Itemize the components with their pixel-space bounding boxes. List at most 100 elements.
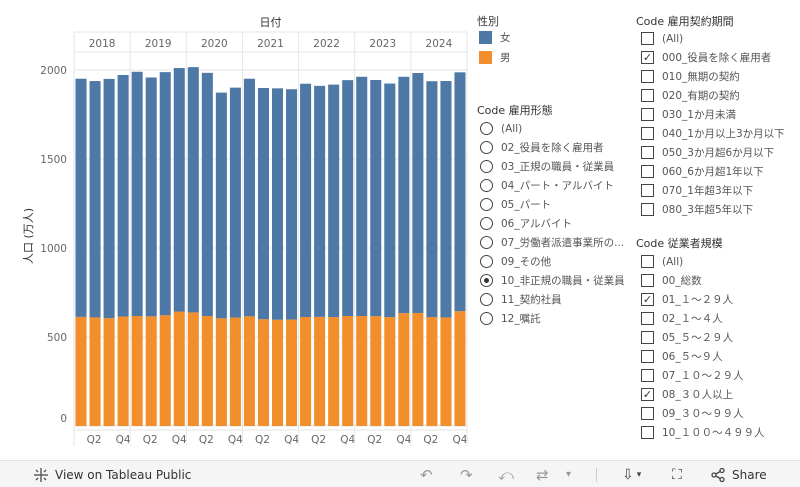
bar-male[interactable] bbox=[440, 317, 452, 426]
gender-legend-item[interactable]: 男 bbox=[479, 48, 511, 67]
size-filter-option[interactable]: ✓ 01_１～２９人 bbox=[641, 290, 733, 309]
size-filter-option[interactable]: 10_１００～４９９人 bbox=[641, 423, 765, 442]
size-filter-option[interactable]: 06_５～９人 bbox=[641, 347, 723, 366]
bar-female[interactable] bbox=[286, 89, 298, 320]
refresh-icon[interactable]: ⇄ bbox=[536, 465, 549, 484]
bar-female[interactable] bbox=[89, 81, 101, 318]
download-icon[interactable]: ⇩ ▾ bbox=[622, 466, 642, 483]
size-filter-option[interactable]: ✓ 08_３０人以上 bbox=[641, 385, 733, 404]
bar-male[interactable] bbox=[272, 319, 284, 426]
bar-female[interactable] bbox=[370, 79, 382, 317]
employment-filter-option[interactable]: 05_パート bbox=[480, 195, 551, 214]
view-on-tableau-public-link[interactable]: View on Tableau Public bbox=[33, 461, 191, 487]
bar-female[interactable] bbox=[356, 76, 368, 316]
checkbox[interactable] bbox=[641, 426, 654, 439]
bar-male[interactable] bbox=[342, 315, 354, 426]
bar-male[interactable] bbox=[328, 317, 340, 426]
bar-female[interactable] bbox=[440, 81, 452, 318]
bar-male[interactable] bbox=[229, 317, 241, 426]
bar-male[interactable] bbox=[145, 316, 157, 426]
checkbox[interactable] bbox=[641, 146, 654, 159]
bar-female[interactable] bbox=[412, 73, 424, 313]
checkbox[interactable] bbox=[641, 127, 654, 140]
bar-male[interactable] bbox=[412, 312, 424, 426]
checkbox[interactable] bbox=[641, 89, 654, 102]
radio-button[interactable] bbox=[480, 255, 493, 268]
bar-male[interactable] bbox=[398, 313, 410, 426]
radio-button[interactable] bbox=[480, 293, 493, 306]
bar-male[interactable] bbox=[89, 317, 101, 426]
employment-filter-option[interactable]: 10_非正規の職員・従業員 bbox=[480, 271, 625, 290]
bar-female[interactable] bbox=[384, 83, 396, 318]
size-filter-list[interactable]: (All) 00_総数 ✓ 01_１～２９人 02_１～４人 05_５～２９人 06_５～９… bbox=[636, 252, 796, 448]
checkbox[interactable] bbox=[641, 369, 654, 382]
bar-female[interactable] bbox=[117, 74, 129, 317]
bar-male[interactable] bbox=[454, 311, 466, 426]
bar-female[interactable] bbox=[75, 78, 87, 317]
contract-filter-option[interactable]: 070_1年超3年以下 bbox=[641, 181, 753, 200]
checkbox[interactable]: ✓ bbox=[641, 51, 654, 64]
revert-icon[interactable]: ⤺ bbox=[498, 465, 515, 484]
radio-button[interactable] bbox=[480, 312, 493, 325]
checkbox[interactable] bbox=[641, 255, 654, 268]
size-filter-option[interactable]: 05_５～２９人 bbox=[641, 328, 733, 347]
bar-female[interactable] bbox=[398, 76, 410, 314]
bar-female[interactable] bbox=[328, 84, 340, 318]
refresh-dropdown-icon[interactable]: ▾ bbox=[566, 469, 572, 480]
bar-female[interactable] bbox=[187, 67, 199, 313]
bar-female[interactable] bbox=[314, 85, 326, 317]
bar-male[interactable] bbox=[300, 317, 312, 426]
bar-female[interactable] bbox=[257, 87, 269, 320]
size-filter-option[interactable]: (All) bbox=[641, 252, 683, 271]
checkbox[interactable] bbox=[641, 32, 654, 45]
employment-filter-option[interactable]: 04_パート・アルバイト bbox=[480, 176, 614, 195]
contract-filter-option[interactable]: 080_3年超5年以下 bbox=[641, 200, 753, 219]
bar-female[interactable] bbox=[272, 88, 284, 320]
checkbox[interactable] bbox=[641, 350, 654, 363]
size-filter-option[interactable]: 09_３０～９９人 bbox=[641, 404, 744, 423]
contract-filter-option[interactable]: 040_1か月以上3か月以下 bbox=[641, 124, 785, 143]
size-filter-option[interactable]: 07_１０～２９人 bbox=[641, 366, 744, 385]
bar-female[interactable] bbox=[145, 77, 157, 317]
bar-male[interactable] bbox=[201, 315, 213, 426]
employment-filter-option[interactable]: 09_その他 bbox=[480, 252, 551, 271]
bar-female[interactable] bbox=[103, 78, 115, 319]
checkbox[interactable]: ✓ bbox=[641, 388, 654, 401]
size-filter-option[interactable]: 02_１～４人 bbox=[641, 309, 723, 328]
share-button[interactable]: Share bbox=[710, 461, 767, 487]
bar-female[interactable] bbox=[131, 71, 143, 316]
fullscreen-icon[interactable]: ⛶ bbox=[672, 466, 682, 483]
contract-filter-option[interactable]: ✓ 000_役員を除く雇用者 bbox=[641, 48, 771, 67]
radio-button[interactable] bbox=[480, 179, 493, 192]
employment-filter-option[interactable]: 07_労働者派遣事業所の... bbox=[480, 233, 624, 252]
size-filter-option[interactable]: 00_総数 bbox=[641, 271, 702, 290]
radio-button[interactable] bbox=[480, 160, 493, 173]
radio-button[interactable] bbox=[480, 198, 493, 211]
checkbox[interactable] bbox=[641, 203, 654, 216]
bar-male[interactable] bbox=[117, 316, 129, 426]
bar-female[interactable] bbox=[426, 81, 438, 318]
checkbox[interactable] bbox=[641, 407, 654, 420]
radio-button[interactable] bbox=[480, 274, 493, 287]
bar-male[interactable] bbox=[384, 317, 396, 426]
employment-filter-option[interactable]: 06_アルバイト bbox=[480, 214, 572, 233]
checkbox[interactable] bbox=[641, 312, 654, 325]
checkbox[interactable] bbox=[641, 165, 654, 178]
employment-filter-option[interactable]: 12_嘱託 bbox=[480, 309, 541, 328]
bar-male[interactable] bbox=[370, 316, 382, 426]
bar-male[interactable] bbox=[173, 311, 185, 426]
checkbox[interactable]: ✓ bbox=[641, 293, 654, 306]
checkbox[interactable] bbox=[641, 70, 654, 83]
bar-female[interactable] bbox=[215, 92, 227, 319]
contract-filter-option[interactable]: 050_3か月超6か月以下 bbox=[641, 143, 774, 162]
bar-male[interactable] bbox=[243, 316, 255, 426]
bar-female[interactable] bbox=[159, 72, 171, 316]
undo-icon[interactable]: ↶ bbox=[420, 465, 433, 484]
contract-filter-option[interactable]: 010_無期の契約 bbox=[641, 67, 740, 86]
bar-male[interactable] bbox=[103, 318, 115, 426]
checkbox[interactable] bbox=[641, 108, 654, 121]
contract-filter-option[interactable]: 030_1か月未満 bbox=[641, 105, 736, 124]
radio-button[interactable] bbox=[480, 122, 493, 135]
radio-button[interactable] bbox=[480, 217, 493, 230]
bar-male[interactable] bbox=[426, 317, 438, 426]
